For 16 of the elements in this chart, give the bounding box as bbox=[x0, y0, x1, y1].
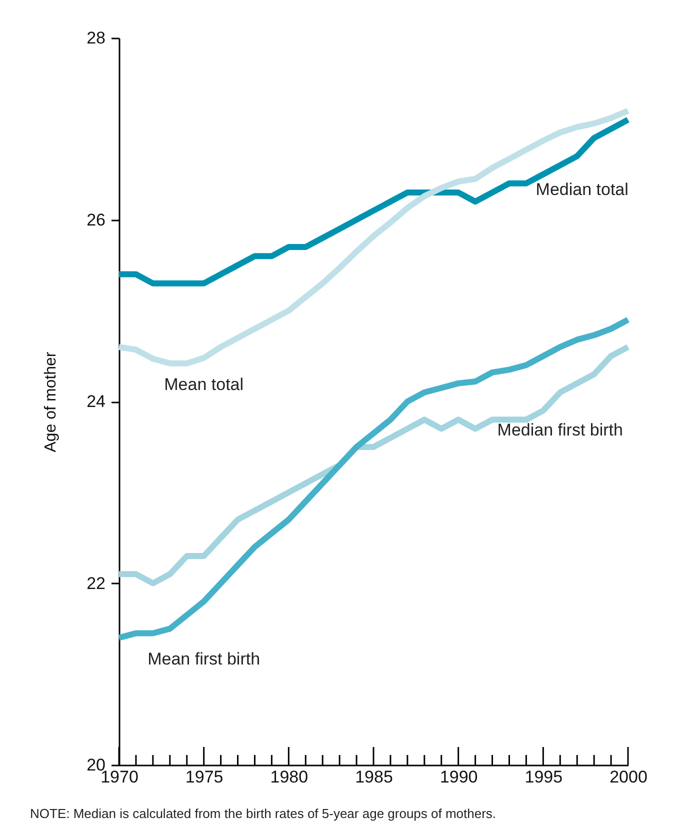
series-label: Mean first birth bbox=[148, 649, 260, 668]
x-tick-label: 1990 bbox=[440, 768, 478, 786]
series-label: Median total bbox=[536, 180, 628, 200]
y-tick-label: 24 bbox=[86, 392, 106, 411]
x-tick-label: 1975 bbox=[185, 768, 224, 786]
series-label: Median first birth bbox=[497, 420, 623, 440]
x-tick-label: 1980 bbox=[270, 768, 308, 786]
y-tick-label: 26 bbox=[86, 210, 106, 230]
text: NOTE: Median is calculated from the birth rates of 5-year age groups of mothers. bbox=[30, 806, 496, 821]
x-tick-label: 2000 bbox=[610, 768, 648, 786]
y-tick-label: 28 bbox=[86, 28, 106, 48]
y-tick-label: 22 bbox=[86, 574, 106, 593]
x-tick-label: 1995 bbox=[524, 768, 563, 786]
y-axis-title: Age of mother bbox=[42, 351, 60, 452]
series-label: Mean total bbox=[164, 374, 244, 394]
x-tick-label: 1985 bbox=[355, 768, 393, 786]
